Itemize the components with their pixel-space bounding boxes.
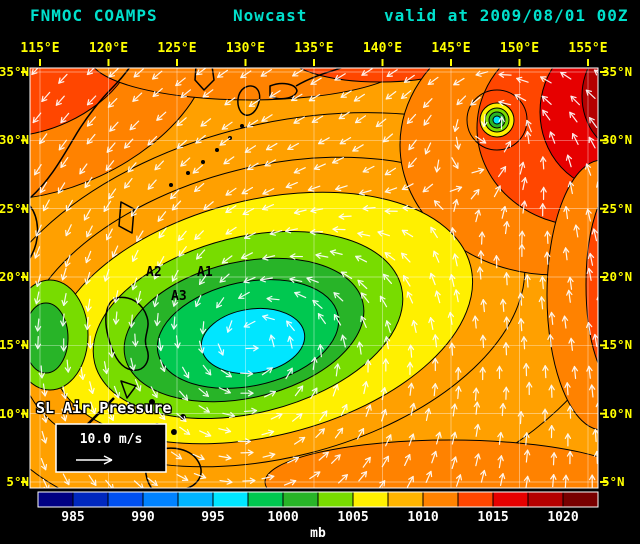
annotation-a2: A2 [146,265,162,280]
annotation-a1: A1 [197,265,213,280]
colorbar [37,491,599,508]
colorbar-unit-label: mb [310,526,326,541]
lat-label: 30°N [0,132,29,147]
lat-label: 35°N [0,64,29,79]
axis-ticks [21,59,607,483]
colorbar-tick-label: 985 [61,510,84,525]
lat-label: 10°N [0,406,29,421]
low-center-annotations: A1 A2 A3 [146,265,213,304]
lat-label: 20°N [602,269,632,284]
lon-label: 135°E [294,41,333,56]
lon-label: 120°E [89,41,128,56]
lon-axis: 115°E 120°E 125°E 130°E 135°E 140°E 145°… [20,41,607,56]
lat-axis-right: 35°N 30°N 25°N 20°N 15°N 10°N 5°N [602,64,632,489]
wind-reference-legend: 10.0 m/s [55,423,167,473]
wind-legend-label: 10.0 m/s [80,432,143,447]
valid-time: valid at 2009/08/01 00Z [384,6,629,25]
field-label: SL Air Pressure [36,399,171,417]
lat-label: 25°N [602,201,632,216]
korea-coastline [194,68,215,91]
ryukyu-islands [169,124,244,187]
lat-label: 25°N [0,201,29,216]
taiwan-coastline [118,201,135,234]
lat-label: 35°N [602,64,632,79]
kyushu-coastline [237,85,261,116]
colorbar-ticks: 985 990 995 1000 1005 1010 1015 1020 mb [61,510,579,541]
colorbar-tick-label: 1005 [337,510,368,525]
colorbar-tick-label: 995 [201,510,224,525]
mindoro-coastline [120,380,137,399]
map-border [29,67,599,489]
wind-legend-box [55,423,167,473]
lat-label: 10°N [602,406,632,421]
lon-label: 130°E [226,41,265,56]
colorbar-tick-label: 1020 [547,510,578,525]
lon-label: 145°E [431,41,470,56]
product-name: Nowcast [233,6,308,25]
china-coastline [30,68,131,199]
colorbar-tick-label: 990 [131,510,155,525]
colorbar-frame [37,491,599,508]
colorbar-tick-label: 1000 [267,510,298,525]
luzon-coastline [105,296,149,371]
shikoku-coastline [269,82,298,100]
honshu-coastline [295,68,344,87]
lat-label: 5°N [6,474,29,489]
annotation-a3: A3 [171,289,187,304]
lon-label: 115°E [20,41,59,56]
model-name: FNMOC COAMPS [30,6,158,25]
wind-arrows [31,68,598,488]
palawan-coastline [85,397,115,427]
lon-label: 155°E [568,41,607,56]
lat-label: 30°N [602,132,632,147]
lat-axis-left: 35°N 30°N 25°N 20°N 15°N 10°N 5°N [0,64,29,489]
lon-label: 150°E [500,41,539,56]
lat-label: 5°N [602,474,625,489]
colorbar-tick-label: 1010 [407,510,438,525]
lon-label: 140°E [363,41,402,56]
lat-label: 15°N [0,337,29,352]
lat-label: 15°N [602,337,632,352]
wind-reference-arrow-icon [76,455,113,465]
colorbar-tick-label: 1015 [477,510,508,525]
lon-label: 125°E [157,41,196,56]
lat-label: 20°N [0,269,29,284]
